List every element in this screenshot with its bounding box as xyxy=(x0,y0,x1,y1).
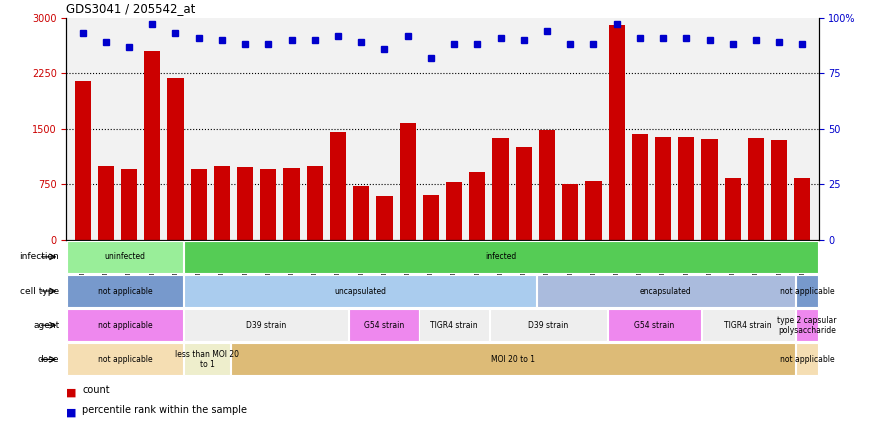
Text: D39 strain: D39 strain xyxy=(246,321,287,330)
Text: MOI 20 to 1: MOI 20 to 1 xyxy=(491,355,535,364)
Bar xyxy=(725,178,741,240)
Bar xyxy=(702,139,718,240)
Bar xyxy=(167,79,183,240)
FancyBboxPatch shape xyxy=(796,309,818,341)
Bar xyxy=(121,170,137,240)
FancyBboxPatch shape xyxy=(67,343,183,376)
Text: agent: agent xyxy=(33,321,59,330)
FancyBboxPatch shape xyxy=(67,241,183,273)
Bar xyxy=(144,51,160,240)
Text: count: count xyxy=(82,385,110,396)
FancyBboxPatch shape xyxy=(419,309,489,341)
Bar xyxy=(330,132,346,240)
FancyBboxPatch shape xyxy=(796,343,818,376)
Bar xyxy=(794,178,811,240)
Text: uncapsulated: uncapsulated xyxy=(335,286,386,296)
Bar xyxy=(376,196,393,240)
Bar xyxy=(353,186,369,240)
Bar xyxy=(237,167,253,240)
Bar xyxy=(585,181,602,240)
Bar xyxy=(771,140,788,240)
FancyBboxPatch shape xyxy=(184,343,230,376)
Text: cell type: cell type xyxy=(20,286,59,296)
FancyBboxPatch shape xyxy=(67,275,183,307)
Bar xyxy=(678,137,695,240)
Bar xyxy=(562,183,578,240)
Bar xyxy=(260,170,276,240)
Bar xyxy=(74,81,91,240)
FancyBboxPatch shape xyxy=(607,309,701,341)
Bar xyxy=(214,166,230,240)
Text: infected: infected xyxy=(486,252,517,262)
Bar xyxy=(423,195,439,240)
FancyBboxPatch shape xyxy=(349,309,419,341)
Text: TIGR4 strain: TIGR4 strain xyxy=(724,321,772,330)
Bar xyxy=(97,166,114,240)
FancyBboxPatch shape xyxy=(490,309,606,341)
FancyBboxPatch shape xyxy=(537,275,795,307)
Text: infection: infection xyxy=(19,252,59,262)
Bar xyxy=(539,130,555,240)
Text: ■: ■ xyxy=(66,388,77,398)
Text: GDS3041 / 205542_at: GDS3041 / 205542_at xyxy=(66,2,196,15)
Text: not applicable: not applicable xyxy=(98,355,152,364)
Bar xyxy=(632,134,648,240)
Text: type 2 capsular
polysaccharide: type 2 capsular polysaccharide xyxy=(777,316,836,335)
Bar xyxy=(748,138,764,240)
Bar xyxy=(469,172,486,240)
Bar xyxy=(492,139,509,240)
Bar xyxy=(446,182,462,240)
Bar xyxy=(283,168,300,240)
FancyBboxPatch shape xyxy=(231,343,795,376)
Text: not applicable: not applicable xyxy=(98,286,152,296)
Text: G54 strain: G54 strain xyxy=(634,321,674,330)
FancyBboxPatch shape xyxy=(184,241,818,273)
Bar xyxy=(655,137,671,240)
Text: not applicable: not applicable xyxy=(780,286,835,296)
Text: dose: dose xyxy=(38,355,59,364)
Bar xyxy=(516,147,532,240)
FancyBboxPatch shape xyxy=(184,309,348,341)
Text: encapsulated: encapsulated xyxy=(640,286,692,296)
FancyBboxPatch shape xyxy=(702,309,795,341)
Text: percentile rank within the sample: percentile rank within the sample xyxy=(82,405,247,416)
Text: TIGR4 strain: TIGR4 strain xyxy=(430,321,478,330)
FancyBboxPatch shape xyxy=(67,309,183,341)
Text: not applicable: not applicable xyxy=(780,355,835,364)
Bar xyxy=(399,123,416,240)
Text: uninfected: uninfected xyxy=(104,252,146,262)
FancyBboxPatch shape xyxy=(184,275,536,307)
Text: ■: ■ xyxy=(66,408,77,418)
Text: not applicable: not applicable xyxy=(98,321,152,330)
FancyBboxPatch shape xyxy=(796,275,818,307)
Bar xyxy=(307,166,323,240)
Bar xyxy=(190,170,207,240)
Text: G54 strain: G54 strain xyxy=(364,321,404,330)
Bar xyxy=(609,25,625,240)
Text: less than MOI 20
to 1: less than MOI 20 to 1 xyxy=(175,350,240,369)
Text: D39 strain: D39 strain xyxy=(528,321,568,330)
